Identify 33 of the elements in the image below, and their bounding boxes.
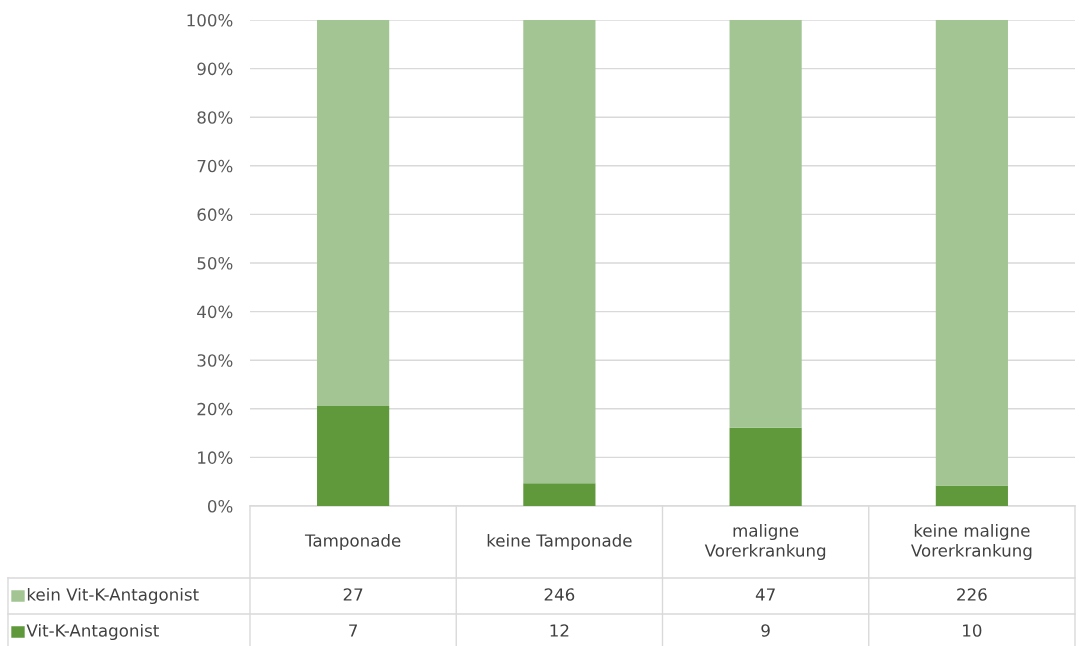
text: 7 (349, 624, 357, 637)
bar (935, 485, 1008, 506)
text: 27 (343, 588, 363, 601)
y-tick-label: 100% (187, 13, 233, 27)
x-tick-label: maligne Vorerkrankung (704, 523, 826, 561)
bar (729, 427, 802, 506)
bar (317, 405, 390, 506)
y-tick-label: 40% (197, 305, 233, 319)
y-tick-label: 80% (197, 111, 233, 124)
bar (523, 483, 596, 506)
text: 10 (963, 624, 982, 637)
bar (317, 20, 390, 406)
text: 226 (957, 588, 987, 601)
y-tick-label: 50% (197, 256, 233, 270)
legend-label: kein Vit-K-Antagonist (27, 587, 199, 605)
bar (523, 20, 596, 484)
text: 9 (761, 624, 770, 637)
y-tick-label: 10% (198, 451, 233, 464)
x-tick-label: keine Tamponade (487, 533, 632, 551)
text: 47 (755, 588, 775, 601)
bar (935, 20, 1008, 486)
text: 12 (550, 624, 569, 637)
y-tick-label: 70% (197, 159, 233, 173)
text: 246 (544, 588, 575, 601)
y-tick-label: 60% (197, 208, 233, 221)
y-tick-label: 30% (197, 354, 233, 367)
x-tick-label: Tamponade (304, 533, 401, 551)
y-tick-label: 20% (197, 402, 233, 416)
legend-label: Vit-K-Antagonist (26, 623, 159, 641)
bar (729, 20, 802, 428)
x-tick-label: keine maligne Vorerkrankung (911, 523, 1032, 561)
y-tick-label: 0% (207, 499, 233, 513)
y-tick-label: 90% (197, 62, 233, 76)
